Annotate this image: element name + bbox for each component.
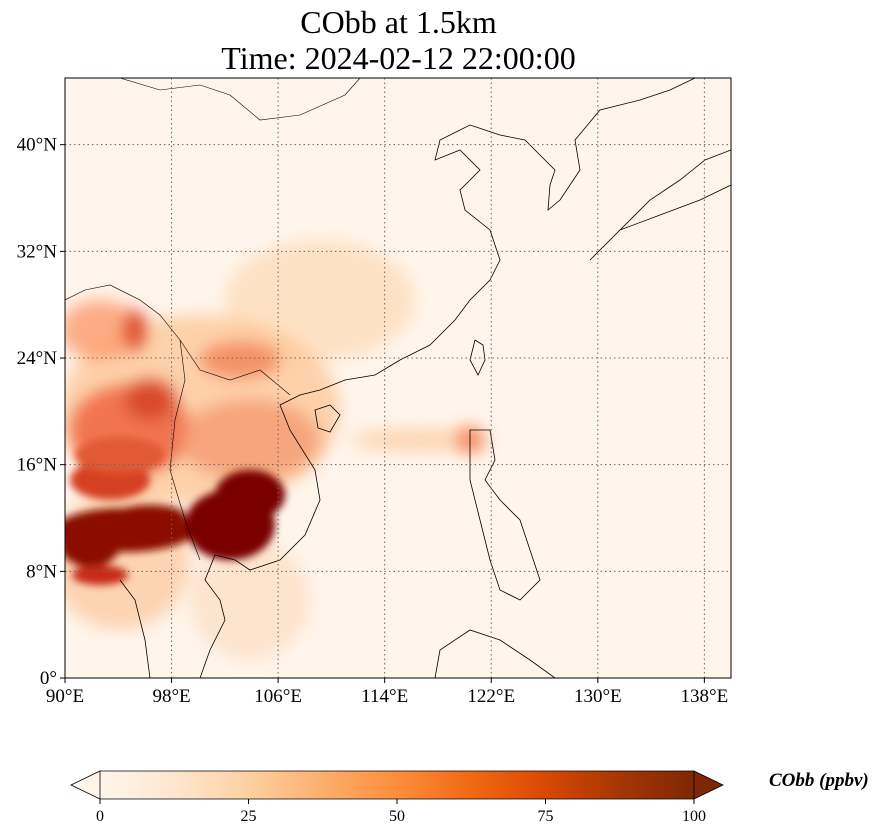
colorbar-title: CObb (ppbv) [769, 770, 869, 791]
colorbar-tick-label-2: 50 [389, 808, 405, 825]
colorbar: 0 25 50 75 100 [70, 770, 724, 825]
colorbar-tick-label-3: 75 [538, 808, 554, 825]
colorbar-max-arrow [693, 770, 724, 800]
map-frame [64, 77, 732, 679]
colorbar-gradient [100, 771, 694, 799]
lon-tick-label-5: 130°E [574, 686, 622, 707]
lon-tick-label-2: 106°E [254, 686, 302, 707]
mongolia-border [119, 78, 361, 121]
hainan-coast [314, 404, 341, 433]
colorbar-ticks: 0 25 50 75 100 [96, 799, 706, 825]
colorbar-tick-label-1: 25 [241, 808, 257, 825]
title-line-2: Time: 2024-02-12 22:00:00 [221, 40, 576, 76]
japan-north-coast [619, 149, 731, 231]
lon-tick-label-1: 98°E [152, 686, 190, 707]
lat-tick-label-4: 32°N [17, 241, 58, 262]
lon-tick-label-0: 90°E [46, 686, 84, 707]
plume-dark [65, 437, 285, 585]
lon-tick-label-4: 122°E [467, 686, 515, 707]
lat-tick-label-3: 24°N [17, 348, 58, 369]
concentration-field [65, 78, 731, 678]
philippines-coast [469, 429, 541, 601]
title-line-1: CObb at 1.5km [300, 4, 497, 40]
lat-tick-label-5: 40°N [17, 135, 58, 156]
latitude-labels: 0° 8°N 16°N 24°N 32°N 40°N [17, 135, 58, 689]
lat-tick-label-2: 16°N [17, 455, 58, 476]
coastlines [65, 78, 731, 678]
taiwan-coast [469, 339, 486, 376]
colorbar-min-arrow [70, 770, 101, 800]
myanmar-thai-border [169, 339, 201, 561]
lat-tick-label-0: 0° [40, 668, 57, 689]
borneo-coast [434, 629, 556, 678]
lon-tick-label-3: 114°E [361, 686, 408, 707]
colorbar-tick-label-4: 100 [682, 808, 706, 825]
lat-tick-label-1: 8°N [26, 561, 57, 582]
longitude-labels: 90°E 98°E 106°E 114°E 122°E 130°E 138°E [46, 686, 728, 707]
colorbar-tick-label-0: 0 [96, 808, 104, 825]
gridlines [60, 78, 731, 683]
mainland-coast [199, 78, 696, 678]
sumatra-coast [119, 579, 151, 678]
country-borders [65, 284, 291, 396]
japan-south-coast [589, 184, 731, 261]
lon-tick-label-6: 138°E [681, 686, 729, 707]
